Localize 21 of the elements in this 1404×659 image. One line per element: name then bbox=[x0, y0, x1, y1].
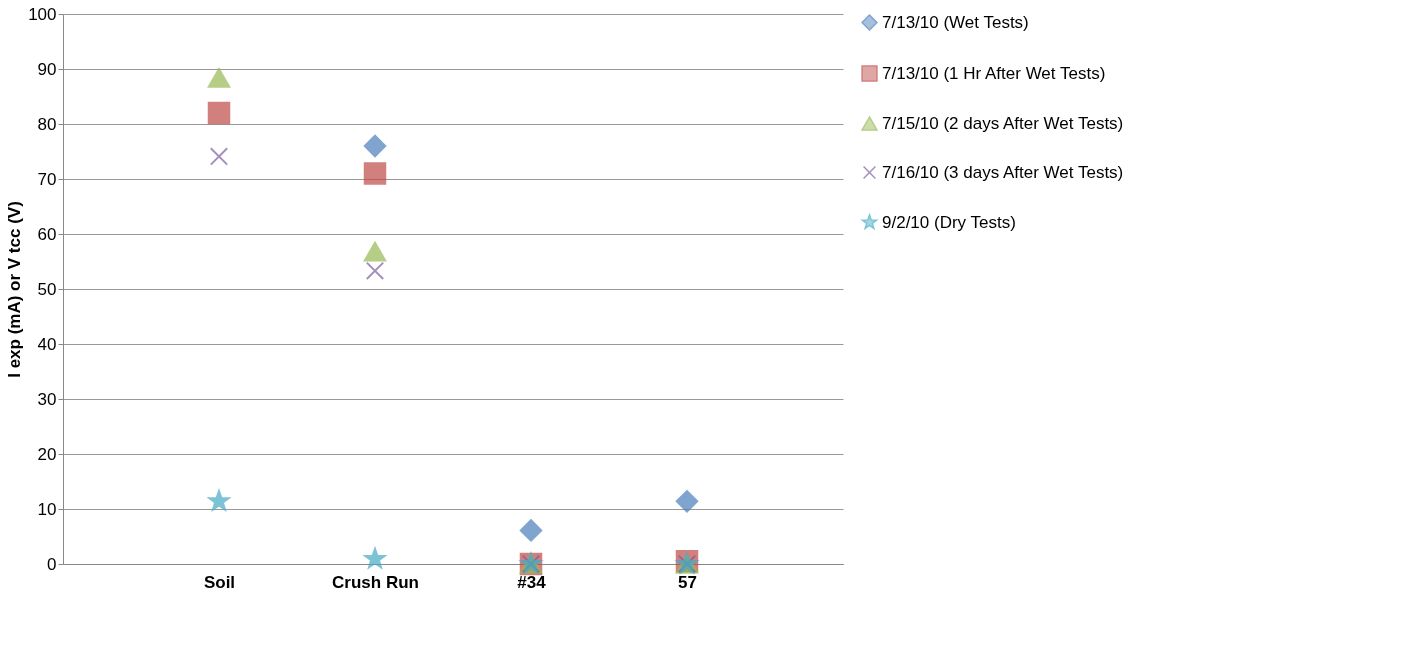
y-tick-label: 50 bbox=[37, 279, 57, 299]
y-tick-label: 10 bbox=[37, 499, 57, 519]
legend-label: 7/16/10 (3 days After Wet Tests) bbox=[882, 162, 1124, 182]
y-tick-label: 30 bbox=[37, 389, 57, 409]
legend-label: 7/13/10 (Wet Tests) bbox=[882, 12, 1029, 32]
y-axis-title: I exp (mA) or V tcc (V) bbox=[5, 201, 25, 378]
x-tick-label: #34 bbox=[517, 572, 547, 592]
x-tick-label: Soil bbox=[203, 572, 236, 592]
y-tick-label: 80 bbox=[37, 114, 57, 134]
y-tick-label: 0 bbox=[47, 554, 57, 574]
y-tick-label: 70 bbox=[37, 169, 57, 189]
legend-label: 7/13/10 (1 Hr After Wet Tests) bbox=[882, 63, 1106, 83]
y-tick-label: 90 bbox=[37, 59, 57, 79]
legend-label: 9/2/10 (Dry Tests) bbox=[882, 212, 1016, 232]
x-tick-label: 57 bbox=[678, 572, 697, 592]
y-tick-label: 60 bbox=[37, 224, 57, 244]
y-tick-label: 20 bbox=[37, 444, 57, 464]
y-tick-label: 100 bbox=[28, 4, 57, 24]
y-tick-label: 40 bbox=[37, 334, 57, 354]
x-tick-label: Crush Run bbox=[332, 572, 419, 592]
legend-label: 7/15/10 (2 days After Wet Tests) bbox=[882, 113, 1124, 133]
